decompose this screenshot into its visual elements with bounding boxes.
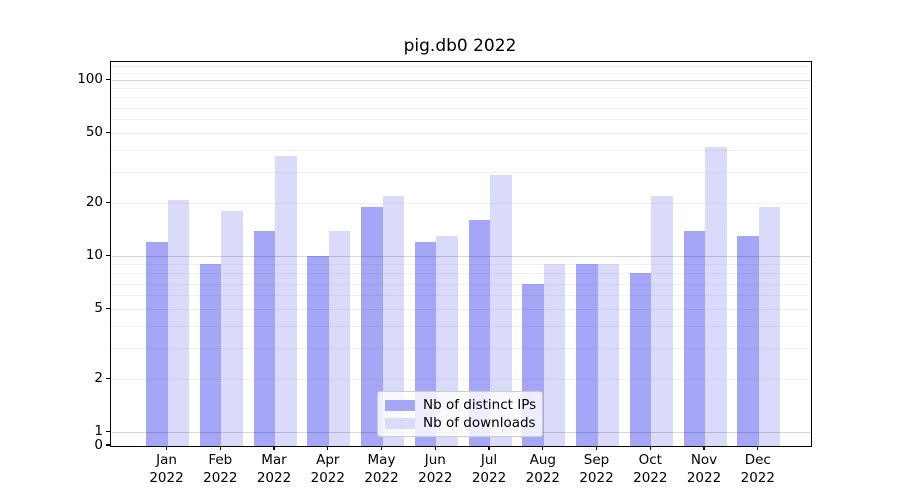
y-tick-mark-5	[106, 307, 110, 309]
x-tick-label-sep: Sep 2022	[579, 452, 614, 486]
gridline-2	[111, 379, 811, 381]
y-tick-mark-2	[106, 377, 110, 379]
bar-dec-downloads	[758, 207, 781, 446]
bar-oct-downloads	[651, 196, 673, 446]
y-tick-label-50: 50	[85, 123, 103, 140]
bar-nov-downloads	[705, 146, 727, 446]
bar-jan-downloads	[167, 199, 189, 446]
gridline-20	[111, 203, 811, 205]
y-tick-mark-100	[106, 78, 110, 80]
gridline-80	[111, 97, 811, 99]
bar-feb-distinct-ips	[199, 264, 222, 446]
x-tick-label-jul: Jul 2022	[471, 452, 507, 486]
y-tick-label-1: 1	[94, 422, 103, 439]
x-tick-mark-jun	[434, 446, 436, 450]
bar-sep-distinct-ips	[576, 264, 598, 446]
y-tick-label-20: 20	[85, 193, 103, 210]
y-tick-mark-20	[106, 201, 110, 203]
legend-swatch-downloads	[385, 417, 415, 429]
bar-jul-distinct-ips	[468, 220, 490, 446]
x-tick-mark-may	[380, 446, 383, 450]
y-tick-mark-1	[106, 430, 110, 432]
x-tick-mark-oct	[649, 446, 651, 450]
y-tick-mark-50	[106, 131, 110, 133]
legend: Nb of distinct IPs Nb of downloads	[377, 391, 543, 437]
bar-dec-distinct-ips	[737, 236, 759, 446]
bar-may-distinct-ips	[361, 207, 383, 446]
gridline-90	[111, 88, 811, 90]
y-tick-label-10: 10	[85, 246, 103, 263]
bar-oct-distinct-ips	[629, 273, 652, 446]
x-tick-mark-nov	[703, 446, 705, 450]
legend-row-distinct-ips: Nb of distinct IPs	[385, 396, 537, 414]
gridline-4	[111, 326, 811, 328]
x-tick-mark-mar	[273, 446, 275, 450]
x-tick-label-jun: Jun 2022	[418, 452, 453, 486]
gridline-6	[111, 295, 811, 297]
x-tick-mark-dec	[757, 446, 759, 450]
bar-jul-downloads	[490, 174, 512, 446]
gridline-5	[111, 309, 811, 311]
gridline-110	[111, 73, 811, 74]
x-tick-mark-apr	[327, 446, 329, 450]
x-tick-label-oct: Oct 2022	[633, 452, 668, 486]
x-tick-mark-aug	[542, 446, 544, 450]
x-tick-mark-jul	[488, 446, 490, 450]
bar-mar-downloads	[275, 156, 297, 446]
gridline-70	[111, 107, 811, 109]
gridline-30	[111, 172, 811, 174]
y-tick-mark-10	[106, 254, 110, 256]
x-tick-label-aug: Aug 2022	[525, 452, 560, 486]
legend-swatch-distinct-ips	[385, 399, 415, 411]
gridline-8	[111, 273, 811, 275]
x-tick-label-may: May 2022	[364, 452, 399, 486]
bar-aug-downloads	[543, 264, 566, 446]
bar-jan-distinct-ips	[146, 242, 168, 446]
plot-area: Nb of distinct IPs Nb of downloads	[110, 61, 812, 447]
x-tick-mark-jan	[165, 446, 168, 450]
y-tick-label-100: 100	[77, 70, 103, 87]
x-tick-label-nov: Nov 2022	[686, 452, 722, 486]
gridline-9	[111, 264, 811, 266]
legend-label-distinct-ips: Nb of distinct IPs	[423, 397, 537, 413]
x-tick-label-jan: Jan 2022	[149, 452, 184, 486]
y-tick-mark-0	[106, 444, 110, 446]
bar-apr-distinct-ips	[307, 256, 329, 446]
y-tick-label-0: 0	[94, 436, 103, 453]
gridline-120	[111, 66, 811, 68]
gridline-50	[111, 133, 811, 135]
x-tick-mark-sep	[595, 446, 598, 450]
gridline-60	[111, 119, 811, 121]
bar-mar-distinct-ips	[253, 230, 275, 446]
bar-sep-downloads	[597, 264, 619, 446]
x-tick-label-dec: Dec 2022	[740, 452, 775, 486]
bar-feb-downloads	[221, 211, 243, 446]
x-tick-mark-feb	[219, 446, 221, 450]
chart-title: pig.db0 2022	[403, 36, 517, 56]
y-tick-label-5: 5	[94, 299, 103, 316]
bar-may-downloads	[382, 196, 404, 446]
x-tick-label-apr: Apr 2022	[310, 452, 345, 486]
x-tick-label-mar: Mar 2022	[256, 452, 292, 486]
gridline-40	[111, 150, 811, 152]
legend-row-downloads: Nb of downloads	[385, 414, 536, 432]
gridline-3	[111, 348, 811, 350]
gridline-7	[111, 283, 811, 285]
bar-nov-distinct-ips	[683, 230, 705, 446]
x-tick-label-feb: Feb 2022	[203, 452, 238, 486]
y-tick-label-2: 2	[94, 369, 103, 386]
gridline-10	[111, 256, 811, 258]
gridline-100	[111, 80, 811, 82]
legend-label-downloads: Nb of downloads	[423, 415, 536, 431]
bar-apr-downloads	[328, 230, 351, 446]
